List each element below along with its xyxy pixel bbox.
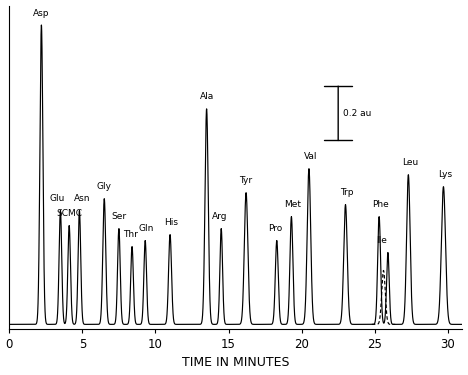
- Text: Pro: Pro: [268, 224, 283, 233]
- Text: Ala: Ala: [199, 92, 214, 101]
- Text: Glu: Glu: [50, 194, 65, 203]
- Text: Gln: Gln: [139, 224, 154, 233]
- Text: His: His: [165, 218, 178, 227]
- Text: Ile: Ile: [377, 236, 388, 245]
- Text: Val: Val: [304, 152, 317, 161]
- Text: Arg: Arg: [212, 212, 227, 221]
- Text: Thr: Thr: [123, 230, 138, 239]
- Text: Tyr: Tyr: [240, 176, 253, 185]
- Text: Trp: Trp: [340, 188, 354, 197]
- Text: Ser: Ser: [111, 212, 126, 221]
- Text: Leu: Leu: [402, 158, 418, 167]
- X-axis label: TIME IN MINUTES: TIME IN MINUTES: [182, 357, 290, 369]
- Text: Phe: Phe: [372, 200, 389, 209]
- Text: Met: Met: [285, 200, 301, 209]
- Text: Asp: Asp: [33, 9, 50, 18]
- Text: Lys: Lys: [438, 170, 452, 179]
- Text: Gly: Gly: [97, 182, 112, 191]
- Text: SCMC: SCMC: [56, 209, 82, 218]
- Text: Asn: Asn: [74, 194, 91, 203]
- Text: 0.2 au: 0.2 au: [343, 109, 371, 118]
